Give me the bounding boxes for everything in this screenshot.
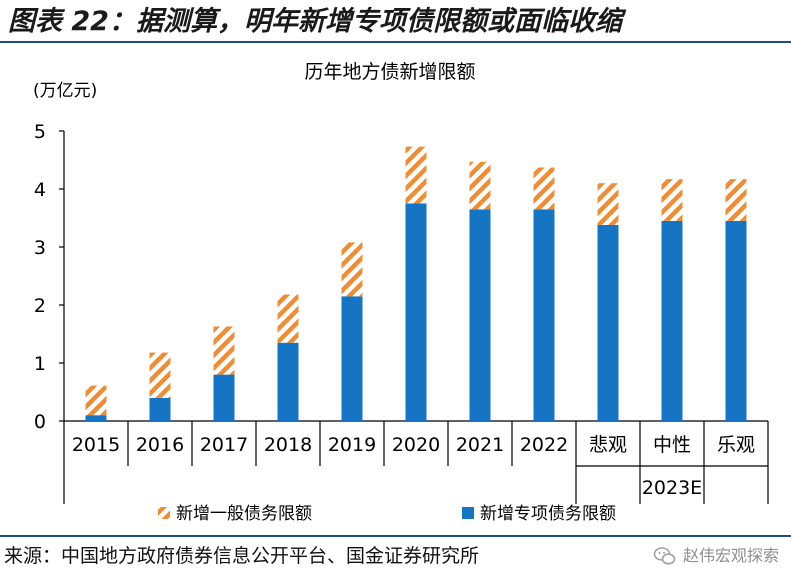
bar-general-bond xyxy=(213,326,235,375)
bar-special-bond xyxy=(277,342,299,421)
bar-special-bond xyxy=(149,397,171,421)
y-axis-unit-label: (万亿元) xyxy=(33,81,97,101)
watermark-text: 赵伟宏观探索 xyxy=(682,546,779,565)
bar-general-bond xyxy=(277,294,299,343)
bar-special-bond xyxy=(213,374,235,421)
bar-general-bond xyxy=(85,385,107,416)
x-tick-label: 乐观 xyxy=(717,434,755,456)
bar-general-bond xyxy=(661,179,683,221)
bar-special-bond xyxy=(533,209,555,421)
bar-general-bond xyxy=(405,146,427,204)
x-group-label: 2023E xyxy=(642,477,702,499)
bar-chart: 历年地方债新增限额 (万亿元) 0 1 2 3 4 5 2015 2016 2017 2018 20… xyxy=(33,61,769,524)
legend-label-general: 新增一般债务限额 xyxy=(176,504,312,524)
legend-swatch-special xyxy=(462,507,474,519)
bar-general-bond xyxy=(341,242,363,297)
x-tick-label: 2020 xyxy=(392,434,440,456)
bar-special-bond xyxy=(661,220,683,421)
plot-area: 0 1 2 3 4 5 2015 2016 2017 2018 2019 2020 2021 2022 悲观… xyxy=(34,121,769,524)
legend-label-special: 新增专项债务限额 xyxy=(480,504,616,524)
bar-special-bond xyxy=(597,224,619,421)
bar-general-bond xyxy=(469,161,491,210)
x-tick-label: 2018 xyxy=(264,434,312,456)
bar-special-bond xyxy=(469,209,491,421)
x-tick-label: 2021 xyxy=(456,434,504,456)
watermark: 赵伟宏观探索 xyxy=(653,541,779,571)
x-tick-label: 2019 xyxy=(328,434,376,456)
y-tick-label: 4 xyxy=(34,179,46,201)
y-tick-label: 3 xyxy=(34,237,46,259)
bar-general-bond xyxy=(533,167,555,210)
x-tick-label: 2017 xyxy=(200,434,248,456)
source-note: 来源：中国地方政府债券信息公开平台、国金证券研究所 xyxy=(4,545,480,567)
figure-title: 图表 22：据测算，明年新增专项债限额或面临收缩 xyxy=(8,6,622,37)
bar-general-bond xyxy=(725,179,747,221)
x-tick-label: 悲观 xyxy=(589,434,627,456)
y-tick-label: 2 xyxy=(34,295,46,317)
source-rule xyxy=(0,535,791,537)
x-tick-label: 2016 xyxy=(136,434,184,456)
bar-special-bond xyxy=(341,296,363,421)
y-tick-label: 5 xyxy=(34,121,46,143)
wechat-icon xyxy=(653,547,676,565)
legend-swatch-general xyxy=(158,507,170,519)
x-tick-label: 2022 xyxy=(520,434,568,456)
title-rule xyxy=(0,41,791,43)
x-tick-label: 2015 xyxy=(72,434,120,456)
chart-title: 历年地方债新增限额 xyxy=(304,61,475,83)
y-tick-label: 0 xyxy=(34,411,46,433)
bar-special-bond xyxy=(725,220,747,421)
x-tick-label: 中性 xyxy=(653,434,691,456)
bar-general-bond xyxy=(597,183,619,225)
bar-special-bond xyxy=(85,415,107,421)
y-tick-label: 1 xyxy=(34,353,46,375)
bar-special-bond xyxy=(405,203,427,421)
bar-general-bond xyxy=(149,352,171,398)
